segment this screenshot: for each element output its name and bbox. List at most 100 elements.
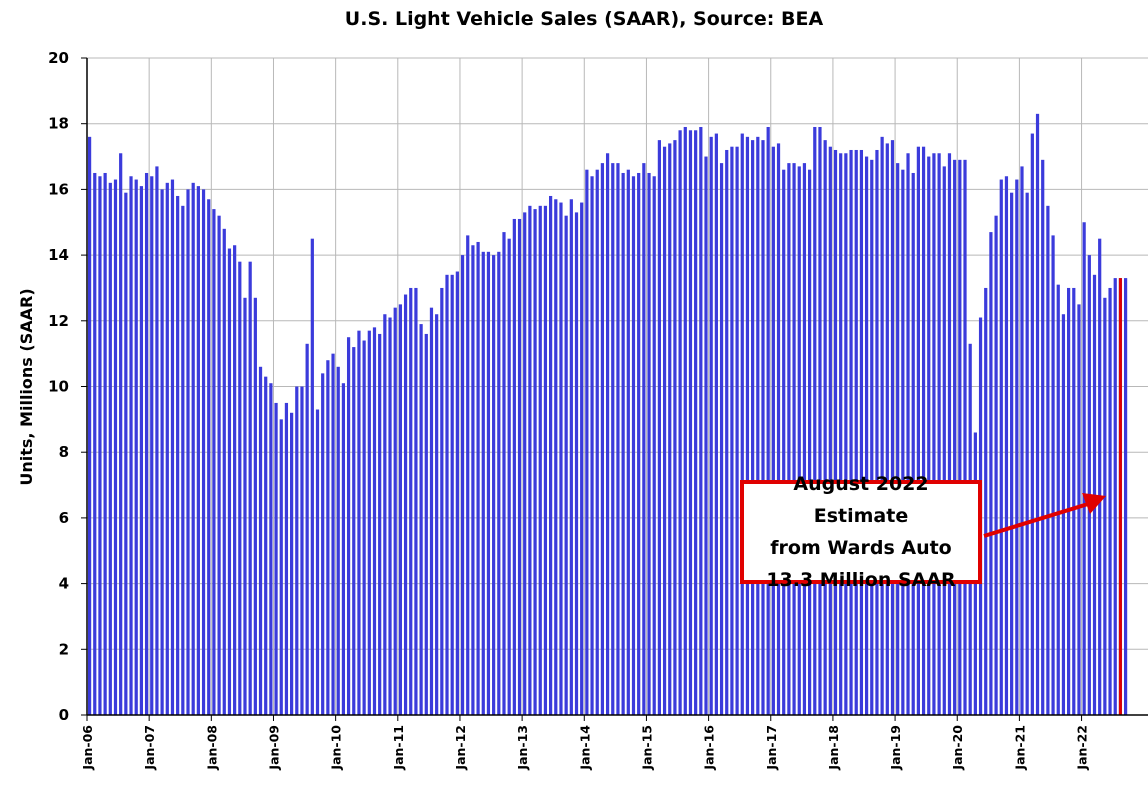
- bar: [424, 333, 428, 715]
- bar: [714, 133, 718, 715]
- bar: [580, 202, 584, 716]
- bar: [326, 360, 330, 715]
- bar: [911, 172, 915, 716]
- bar: [1046, 205, 1050, 715]
- bar: [119, 153, 123, 715]
- callout-arrow-head: [1082, 493, 1106, 514]
- bar-series: [87, 113, 1128, 716]
- bar: [357, 330, 361, 715]
- bar: [398, 304, 402, 715]
- bar: [124, 192, 128, 715]
- bar: [756, 136, 760, 716]
- bar: [699, 126, 703, 716]
- bar: [595, 169, 599, 715]
- bar: [916, 146, 920, 715]
- bar: [709, 136, 713, 716]
- bar: [264, 376, 268, 715]
- bar: [144, 172, 149, 716]
- bar: [341, 383, 346, 715]
- bar: [797, 166, 801, 715]
- bar: [372, 327, 377, 715]
- bar: [155, 166, 159, 715]
- bar: [1082, 222, 1086, 715]
- bar: [336, 366, 340, 715]
- bar: [284, 402, 289, 715]
- bar: [683, 126, 687, 716]
- bar: [963, 159, 967, 715]
- bar: [870, 159, 874, 715]
- bar: [621, 172, 625, 716]
- x-tick-label: Jan-21: [1012, 725, 1027, 771]
- bar: [896, 163, 900, 715]
- bar: [201, 189, 206, 715]
- bar: [859, 149, 864, 716]
- bar: [466, 235, 470, 715]
- bar: [528, 205, 532, 715]
- bar: [1051, 235, 1055, 715]
- bar: [129, 176, 133, 715]
- x-tick-label: Jan-12: [453, 725, 468, 771]
- bar: [176, 195, 180, 716]
- bar: [113, 179, 118, 716]
- bar: [740, 133, 744, 715]
- highlighted-bar: [1118, 278, 1122, 715]
- bar: [1030, 133, 1034, 715]
- y-tick-label: 4: [59, 575, 69, 593]
- bar: [927, 156, 931, 716]
- bar: [409, 287, 413, 715]
- y-tick-label: 14: [48, 246, 69, 264]
- bar: [782, 169, 786, 715]
- bar: [243, 297, 247, 715]
- bar: [98, 176, 102, 715]
- x-tick-label: Jan-08: [204, 725, 219, 771]
- bar: [761, 140, 765, 715]
- bar: [657, 140, 661, 715]
- bar: [165, 182, 169, 715]
- bar: [150, 176, 154, 715]
- bar: [1103, 297, 1107, 715]
- bar: [160, 189, 164, 715]
- annotation-line-2: from Wards Auto: [770, 537, 952, 559]
- bar: [502, 232, 506, 716]
- bar: [455, 271, 459, 715]
- bar: [388, 317, 392, 715]
- bar: [512, 218, 516, 715]
- bar: [321, 373, 325, 715]
- bar: [238, 261, 242, 715]
- bar: [725, 149, 729, 716]
- bar: [476, 241, 480, 715]
- bar: [766, 126, 770, 716]
- bar: [87, 136, 92, 716]
- x-axis-ticks: Jan-06 Jan-07 Jan-08 Jan-09 Jan-10 Jan-11 Jan-…: [80, 715, 1090, 771]
- bar: [906, 153, 910, 715]
- bar: [181, 205, 185, 715]
- bar: [626, 169, 630, 715]
- bar: [999, 179, 1003, 716]
- bar: [248, 261, 252, 715]
- bar: [481, 251, 485, 715]
- bar: [1113, 278, 1117, 715]
- gridlines: [86, 57, 1148, 715]
- bar: [290, 412, 294, 715]
- bar: [787, 163, 791, 715]
- bar: [1098, 238, 1102, 716]
- x-tick-label: Jan-13: [515, 725, 530, 771]
- bar: [269, 383, 273, 715]
- bar: [818, 126, 822, 716]
- bar: [833, 149, 838, 716]
- bar: [953, 159, 957, 715]
- bar: [559, 202, 563, 716]
- bar: [393, 307, 397, 715]
- x-tick-label: Jan-15: [639, 725, 654, 771]
- bar: [378, 333, 382, 715]
- bar: [631, 176, 636, 715]
- bar: [1123, 278, 1128, 715]
- bar: [554, 199, 558, 715]
- bar: [652, 176, 656, 715]
- bar: [134, 179, 138, 716]
- bar: [745, 136, 750, 716]
- bar: [258, 366, 263, 715]
- bar: [947, 153, 952, 715]
- x-tick-label: Jan-11: [391, 725, 406, 771]
